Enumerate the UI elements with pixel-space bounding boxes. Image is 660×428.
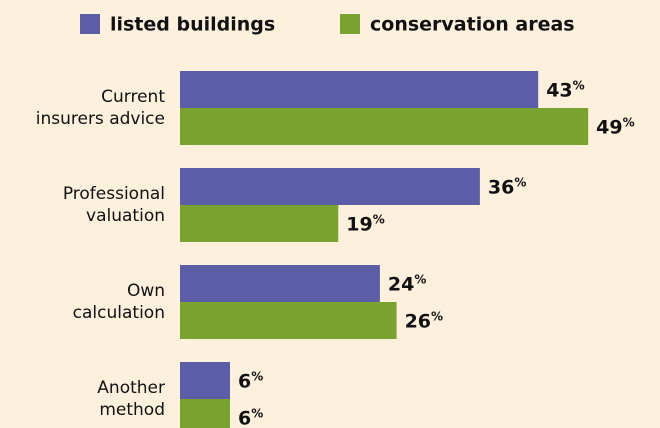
bar <box>180 71 539 108</box>
legend-label: listed buildings <box>110 14 275 36</box>
value-label: 26% <box>405 309 443 332</box>
bar <box>180 205 339 242</box>
bar <box>180 302 397 339</box>
category-label: Another method <box>97 378 165 420</box>
value-label: 36% <box>488 175 526 198</box>
bar <box>180 108 589 145</box>
value-label: 43% <box>546 78 584 101</box>
value-label: 24% <box>388 272 426 295</box>
value-label: 6% <box>238 406 263 428</box>
legend-swatch <box>340 14 360 34</box>
value-label: 6% <box>238 369 263 392</box>
category-label: Professional valuation <box>63 184 165 226</box>
value-label: 49% <box>596 115 634 138</box>
category-label: Current insurers advice <box>36 87 166 129</box>
bar <box>180 362 230 399</box>
category-label: Own calculation <box>73 281 165 323</box>
value-label: 19% <box>346 212 384 235</box>
legend-label: conservation areas <box>370 14 575 36</box>
legend-swatch <box>80 14 100 34</box>
bar <box>180 399 230 428</box>
bar <box>180 265 380 302</box>
bar <box>180 168 480 205</box>
